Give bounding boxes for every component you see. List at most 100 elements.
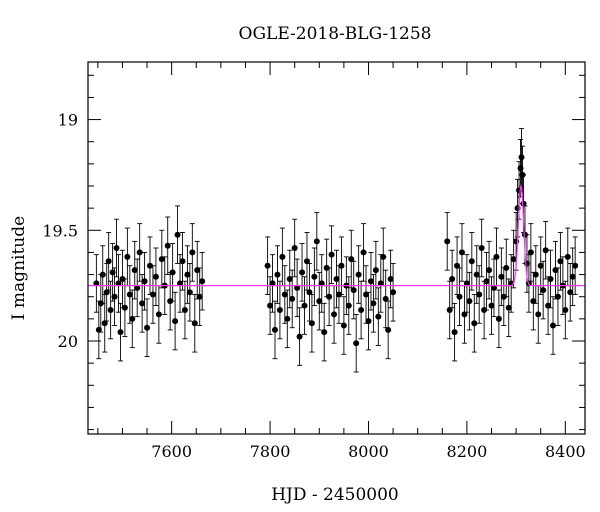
data-point	[299, 269, 306, 276]
data-point	[331, 311, 338, 318]
data-point	[155, 311, 162, 318]
data-point	[294, 284, 301, 291]
data-point	[101, 320, 108, 327]
x-tick-label: 8000	[348, 442, 389, 461]
data-point	[196, 293, 203, 300]
data-point	[458, 249, 465, 256]
error-bars	[93, 127, 578, 373]
data-point	[174, 231, 181, 238]
data-point	[149, 291, 156, 298]
data-point	[308, 320, 315, 327]
data-point	[510, 256, 517, 263]
data-point	[382, 295, 389, 302]
model-curve	[88, 183, 585, 287]
data-point	[267, 302, 274, 309]
data-point	[326, 293, 333, 300]
data-point	[335, 291, 342, 298]
data-point	[328, 251, 335, 258]
data-point	[521, 231, 528, 238]
data-point	[527, 249, 534, 256]
x-axis-title: HJD - 2450000	[271, 485, 399, 505]
data-point	[461, 311, 468, 318]
data-point	[353, 340, 360, 347]
data-point	[316, 298, 323, 305]
data-point	[340, 322, 347, 329]
data-point	[552, 267, 559, 274]
data-point	[271, 326, 278, 333]
data-point	[296, 333, 303, 340]
data-point	[164, 242, 171, 249]
data-point	[191, 320, 198, 327]
data-point	[550, 322, 557, 329]
data-point	[141, 278, 148, 285]
data-point	[177, 280, 184, 287]
data-point	[537, 262, 544, 269]
data-point	[505, 304, 512, 311]
data-point	[181, 307, 188, 313]
data-point	[466, 298, 473, 305]
data-point	[478, 245, 485, 251]
data-point	[276, 307, 283, 313]
data-point	[95, 326, 102, 333]
data-point	[572, 262, 579, 269]
chart-title: OGLE-2018-BLG-1258	[239, 24, 432, 44]
x-tick-labels: 7600 7800 8000 8200 8400	[151, 442, 585, 461]
data-point	[387, 276, 394, 282]
data-point	[493, 253, 500, 260]
data-point	[93, 280, 100, 287]
data-point	[158, 256, 165, 263]
data-point	[172, 318, 179, 325]
data-point	[126, 291, 133, 298]
data-point	[535, 311, 542, 318]
data-point	[444, 238, 451, 245]
data-point	[311, 273, 318, 280]
data-point	[454, 262, 461, 269]
data-point	[303, 258, 310, 265]
data-point	[390, 289, 397, 296]
data-point	[358, 307, 365, 313]
data-point	[124, 253, 131, 260]
data-point	[179, 258, 186, 265]
data-point	[542, 247, 549, 254]
data-point	[189, 249, 196, 256]
data-point	[107, 307, 114, 313]
data-point	[291, 245, 298, 251]
data-point	[97, 300, 104, 307]
data-point	[136, 249, 143, 256]
data-point	[186, 289, 193, 296]
data-point	[121, 304, 128, 311]
data-point	[481, 307, 488, 313]
data-point	[119, 276, 126, 282]
data-point	[103, 289, 110, 296]
data-point	[306, 289, 313, 296]
data-point	[117, 329, 124, 336]
data-point	[105, 258, 112, 265]
data-point	[451, 329, 458, 336]
x-tick-label: 8400	[545, 442, 586, 461]
data-point	[532, 271, 539, 278]
data-point	[199, 278, 206, 285]
data-point	[134, 284, 141, 291]
data-point	[360, 249, 367, 256]
data-point	[372, 267, 379, 274]
data-point	[468, 258, 475, 265]
data-point	[264, 262, 271, 269]
data-point	[562, 307, 569, 313]
y-tick-labels: 19 19.5 20	[42, 111, 78, 351]
data-point	[380, 253, 387, 260]
data-point	[345, 302, 352, 309]
data-point	[370, 300, 377, 307]
data-point	[547, 276, 554, 282]
y-tick-label: 19.5	[42, 221, 78, 240]
data-point	[517, 165, 524, 172]
data-point	[147, 262, 154, 269]
data-point	[523, 260, 530, 267]
data-point	[569, 273, 576, 280]
x-tick-label: 7800	[250, 442, 291, 461]
data-point	[519, 171, 526, 178]
data-point	[377, 280, 384, 287]
axes	[87, 61, 586, 435]
data-point	[490, 284, 497, 291]
data-point	[449, 276, 456, 282]
data-point	[557, 258, 564, 265]
